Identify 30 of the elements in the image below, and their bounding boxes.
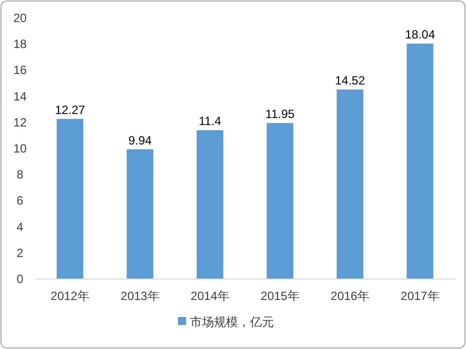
data-label: 12.27 [54,102,86,117]
y-tick-label: 6 [16,194,24,208]
x-tick-label: 2012年 [50,289,90,303]
x-tick-label: 2016年 [330,289,370,303]
bar [266,123,294,279]
y-tick-label: 0 [16,272,24,286]
y-tick-label: 20 [13,11,27,25]
x-tick-label: 2015年 [260,289,300,303]
data-label: 9.94 [128,133,152,148]
y-tick-label: 2 [16,246,24,260]
bar [406,44,434,279]
y-tick-label: 18 [13,37,27,52]
bar [196,130,224,279]
bar [56,118,84,279]
y-tick-label: 8 [16,168,24,182]
x-tick-label: 2014年 [190,289,230,303]
x-tick-label: 2013年 [120,289,160,303]
data-label: 18.04 [404,28,436,42]
data-label: 11.95 [265,107,295,122]
y-tick-label: 14 [13,89,27,104]
y-tick-label: 12 [13,115,27,130]
y-tick-label: 4 [16,220,24,234]
bar [336,90,364,279]
legend-label: 市场规模，亿元 [190,315,274,329]
y-tick-label: 10 [13,142,27,156]
data-label: 14.52 [334,74,366,88]
x-tick-label: 2017年 [400,289,440,303]
y-tick-label: 16 [13,63,27,78]
bar [126,149,154,279]
data-label: 11.4 [198,114,222,128]
